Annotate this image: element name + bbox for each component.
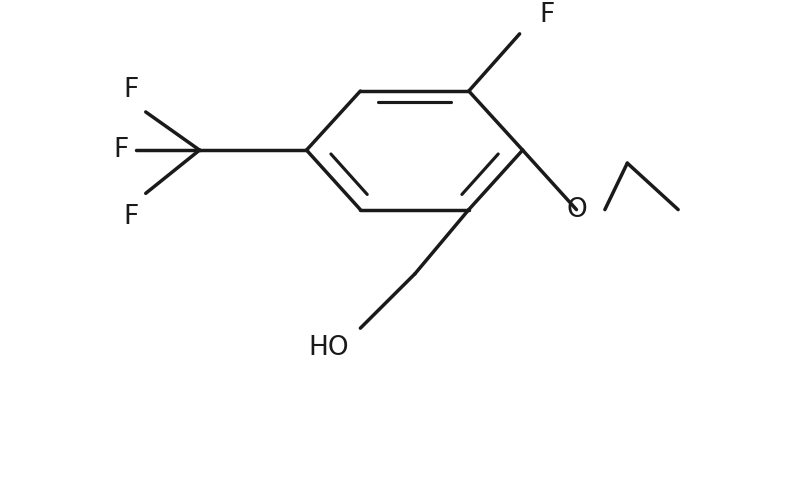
Text: F: F: [123, 204, 138, 230]
Text: O: O: [566, 196, 587, 222]
Text: F: F: [113, 137, 128, 163]
Text: HO: HO: [309, 335, 349, 361]
Text: F: F: [123, 76, 138, 103]
Text: F: F: [540, 2, 555, 28]
